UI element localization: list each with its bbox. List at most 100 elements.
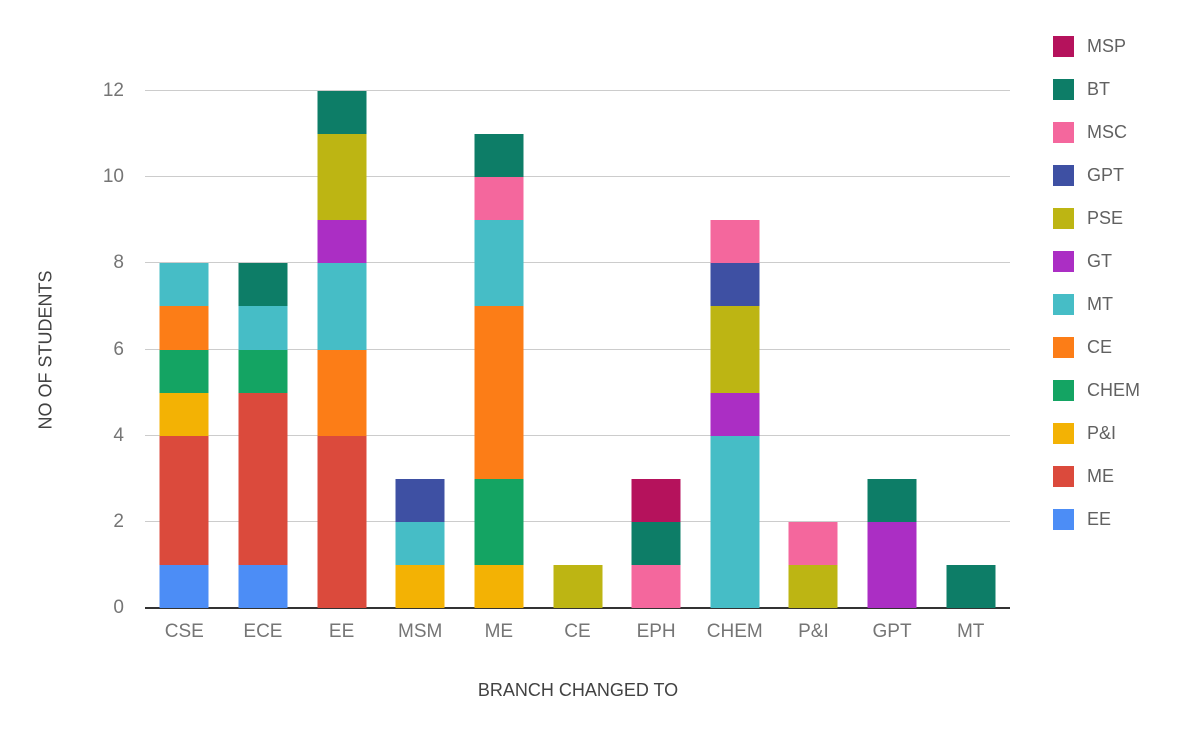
legend-label: PSE xyxy=(1087,208,1124,228)
legend-item-ME: ME xyxy=(1053,466,1140,487)
bar-segment-EE-CE xyxy=(317,349,367,436)
legend-label: GT xyxy=(1087,251,1112,271)
legend-item-PSE: PSE xyxy=(1053,208,1140,229)
bar-segment-ME-P&I xyxy=(474,564,524,608)
bar-segment-CHEM-GPT xyxy=(710,263,760,307)
bar-segment-ECE-BT xyxy=(238,263,288,307)
bar-CHEM xyxy=(710,91,760,608)
x-tick-label: ECE xyxy=(243,621,283,642)
x-tick-label: CSE xyxy=(164,621,204,642)
x-tick-label: CE xyxy=(564,621,591,642)
y-tick-label: 10 xyxy=(102,166,124,188)
bar-segment-MSM-GPT xyxy=(395,478,445,522)
bar-P&I xyxy=(788,91,838,608)
legend-swatch xyxy=(1053,509,1074,530)
bar-segment-MT-BT xyxy=(946,564,996,608)
bar-segment-ME-CHEM xyxy=(474,478,524,565)
legend-swatch xyxy=(1053,36,1074,57)
bar-segment-EPH-BT xyxy=(631,521,681,565)
x-axis-title: BRANCH CHANGED TO xyxy=(477,680,679,700)
bar-ME xyxy=(474,91,524,608)
legend-item-P&I: P&I xyxy=(1053,423,1140,444)
bar-segment-CHEM-MT xyxy=(710,435,760,608)
legend-label: P&I xyxy=(1087,423,1117,443)
bar-segment-CHEM-PSE xyxy=(710,306,760,393)
bar-segment-CSE-P&I xyxy=(159,392,209,436)
legend-swatch xyxy=(1053,423,1074,444)
legend-label: CHEM xyxy=(1087,380,1140,400)
bar-segment-EE-MT xyxy=(317,263,367,350)
bar-segment-ECE-MT xyxy=(238,306,288,350)
legend-item-MSP: MSP xyxy=(1053,36,1140,57)
bar-segment-CSE-CHEM xyxy=(159,349,209,393)
bar-segment-CSE-ME xyxy=(159,435,209,565)
legend-swatch xyxy=(1053,466,1074,487)
x-tick-label: MT xyxy=(956,621,985,642)
legend-label: GPT xyxy=(1087,165,1125,185)
x-tick-label: GPT xyxy=(872,621,912,642)
bar-segment-MSM-MT xyxy=(395,521,445,565)
legend-swatch xyxy=(1053,380,1074,401)
bar-GPT xyxy=(867,91,917,608)
x-tick-label: MSM xyxy=(398,621,443,642)
legend-label: CE xyxy=(1087,337,1113,357)
gridline xyxy=(145,434,1010,436)
legend-swatch xyxy=(1053,294,1074,315)
legend-label: MSP xyxy=(1087,36,1127,56)
legend: MSP BT MSC GPT PSE GT MT CE CHEM P&I ME EE xyxy=(1053,36,1140,530)
legend-label: MSC xyxy=(1087,122,1127,142)
bar-segment-P&I-MSC xyxy=(788,521,838,565)
bar-segment-EPH-MSC xyxy=(631,564,681,608)
legend-swatch xyxy=(1053,165,1074,186)
legend-label: EE xyxy=(1087,509,1112,529)
x-tick-label: CHEM xyxy=(706,621,763,642)
bar-segment-ECE-CHEM xyxy=(238,349,288,393)
gridline xyxy=(145,520,1010,522)
bar-segment-EE-ME xyxy=(317,435,367,608)
plot-area xyxy=(145,90,1010,609)
bar-segment-MSM-P&I xyxy=(395,564,445,608)
bar-segment-ME-CE xyxy=(474,306,524,479)
x-axis-baseline xyxy=(145,607,1010,609)
bar-EPH xyxy=(631,91,681,608)
bar-segment-ECE-ME xyxy=(238,392,288,565)
legend-item-MSC: MSC xyxy=(1053,122,1140,143)
bar-segment-GPT-BT xyxy=(867,478,917,522)
y-axis-title: NO OF STUDENTS xyxy=(35,270,56,430)
bar-segment-ME-MSC xyxy=(474,177,524,221)
y-tick-label: 4 xyxy=(113,424,124,446)
y-tick-label: 2 xyxy=(113,510,124,532)
legend-swatch xyxy=(1053,122,1074,143)
bar-segment-GPT-GT xyxy=(867,521,917,608)
bar-segment-CHEM-MSC xyxy=(710,220,760,264)
legend-item-MT: MT xyxy=(1053,294,1140,315)
legend-item-BT: BT xyxy=(1053,79,1140,100)
bar-segment-ME-BT xyxy=(474,134,524,178)
legend-item-GT: GT xyxy=(1053,251,1140,272)
x-tick-label: EPH xyxy=(636,621,676,642)
bar-ECE xyxy=(238,91,288,608)
bar-segment-CSE-MT xyxy=(159,263,209,307)
legend-item-EE: EE xyxy=(1053,509,1140,530)
legend-label: ME xyxy=(1087,466,1114,486)
x-tick-label: EE xyxy=(328,621,355,642)
bar-segment-EE-PSE xyxy=(317,134,367,221)
gridline xyxy=(145,262,1010,264)
bar-MT xyxy=(946,91,996,608)
legend-label: MT xyxy=(1087,294,1113,314)
bar-segment-CSE-CE xyxy=(159,306,209,350)
legend-swatch xyxy=(1053,79,1074,100)
gridline xyxy=(145,176,1010,178)
legend-swatch xyxy=(1053,251,1074,272)
legend-item-CHEM: CHEM xyxy=(1053,380,1140,401)
bar-segment-EPH-MSP xyxy=(631,478,681,522)
bar-segment-CE-PSE xyxy=(553,564,602,608)
gridline xyxy=(145,90,1010,91)
y-tick-label: 8 xyxy=(113,252,124,274)
bar-segment-EE-BT xyxy=(317,91,367,135)
bar-segment-EE-GT xyxy=(317,220,367,264)
gridline xyxy=(145,348,1010,350)
legend-label: BT xyxy=(1087,79,1111,99)
y-tick-label: 0 xyxy=(113,597,124,618)
